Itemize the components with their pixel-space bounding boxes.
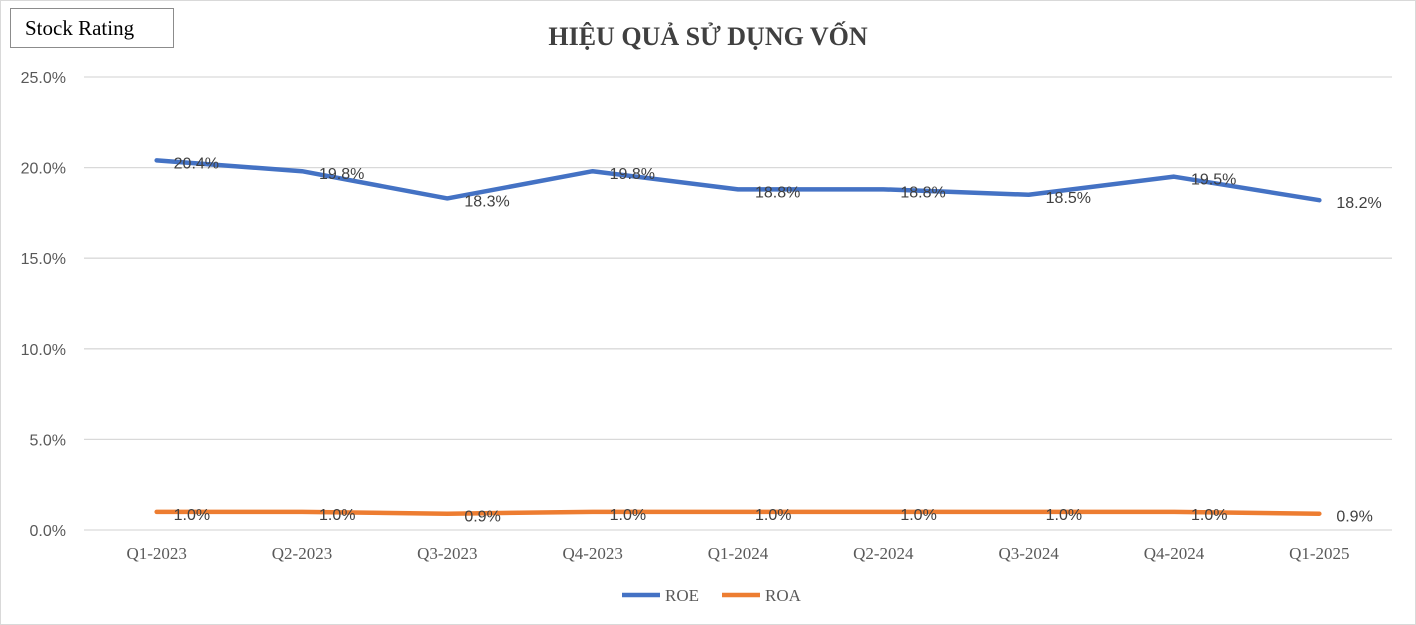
y-tick-label: 15.0% [21,251,66,268]
data-labels: 20.4% 19.8% 18.3% 19.8% 18.8% 18.8% 18.5% 19.5%… [174,155,1382,525]
data-point-roe [1028,194,1030,196]
y-tick-label: 5.0% [30,432,66,449]
data-label-roa: 1.0% [1046,507,1082,524]
data-point-roa [592,511,594,513]
data-label-roe: 19.8% [319,166,364,183]
data-label-roa: 0.9% [1336,509,1372,526]
data-label-roa: 1.0% [900,507,936,524]
data-label-roa: 1.0% [755,507,791,524]
data-point-roa [1318,513,1320,515]
legend-label-roa: ROA [765,586,802,605]
x-tick-label: Q1-2024 [708,544,769,563]
x-tick-label: Q4-2023 [562,544,622,563]
x-tick-label: Q3-2023 [417,544,477,563]
y-tick-label: 0.0% [30,523,66,540]
data-point-roe [882,188,884,190]
data-label-roe: 18.3% [464,193,509,210]
chart-title: HIỆU QUẢ SỬ DỤNG VỐN [548,22,867,51]
stock-rating-badge: Stock Rating [10,8,174,48]
data-point-roa [1173,511,1175,513]
data-label-roa: 1.0% [174,507,210,524]
data-point-roa [301,511,303,513]
data-point-roe [737,188,739,190]
y-tick-label: 25.0% [21,70,66,87]
data-label-roa: 0.9% [464,509,500,526]
data-point-roe [1173,176,1175,178]
data-label-roe: 18.8% [900,184,945,201]
data-label-roa: 1.0% [1191,507,1227,524]
data-point-roa [737,511,739,513]
y-tick-label: 20.0% [21,161,66,178]
x-tick-label: Q2-2024 [853,544,914,563]
data-point-roe [301,170,303,172]
x-tick-label: Q1-2023 [126,544,186,563]
stock-rating-label: Stock Rating [25,16,135,40]
legend-label-roe: ROE [665,586,699,605]
y-axis-ticks: 0.0% 5.0% 10.0% 15.0% 20.0% 25.0% [21,70,66,540]
data-label-roa: 1.0% [610,507,646,524]
x-tick-label: Q1-2025 [1289,544,1349,563]
legend: ROE ROA [622,586,802,605]
data-label-roa: 1.0% [319,507,355,524]
data-point-roe [156,159,158,161]
data-point-roa [156,511,158,513]
data-label-roe: 20.4% [174,155,219,172]
x-tick-label: Q2-2023 [272,544,332,563]
data-label-roe: 18.8% [755,184,800,201]
x-axis-ticks: Q1-2023 Q2-2023 Q3-2023 Q4-2023 Q1-2024 Q2-20… [126,544,1349,563]
x-tick-label: Q3-2024 [998,544,1059,563]
data-point-roa [882,511,884,513]
data-point-roe [1318,199,1320,201]
data-point-roe [592,170,594,172]
data-label-roe: 19.8% [610,166,655,183]
data-label-roe: 19.5% [1191,172,1236,189]
data-point-roa [446,513,448,515]
gridlines [84,76,1392,531]
series-lines [154,158,1322,516]
data-point-roa [1028,511,1030,513]
data-point-roe [446,197,448,199]
data-label-roe: 18.5% [1046,190,1091,207]
y-tick-label: 10.0% [21,342,66,359]
x-tick-label: Q4-2024 [1144,544,1205,563]
data-label-roe: 18.2% [1336,195,1381,212]
